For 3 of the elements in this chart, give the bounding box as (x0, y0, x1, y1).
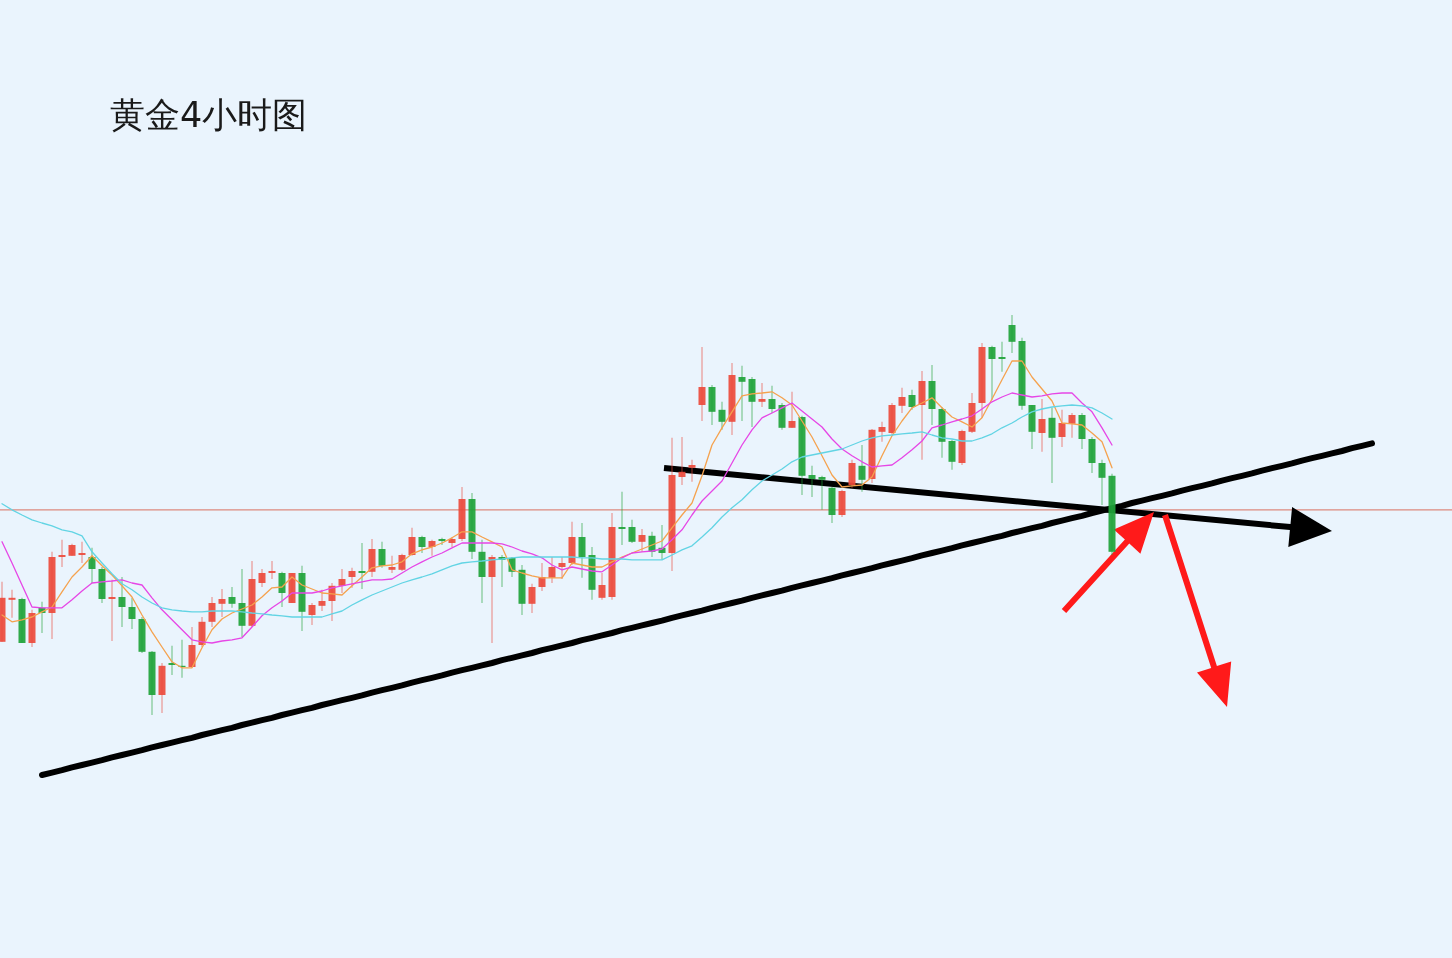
candlestick (388, 555, 396, 574)
candlestick (268, 560, 276, 580)
chart-title: 黄金4小时图 (110, 95, 308, 135)
